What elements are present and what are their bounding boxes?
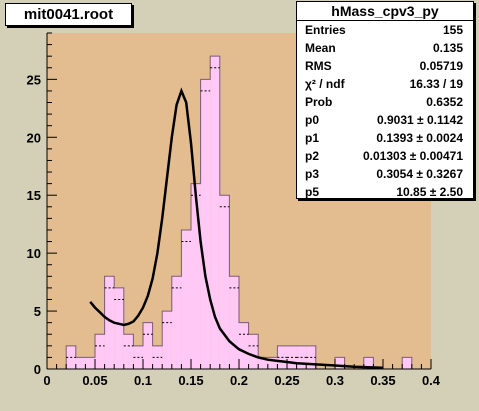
histogram-bar [75,357,86,369]
histogram-bar [114,287,124,369]
stats-row-label: Prob [305,95,333,109]
stats-row-value: 0.01303 ± 0.00471 [362,149,463,163]
histogram-bar [200,79,211,370]
stats-row-label: Mean [305,41,336,55]
file-title-box: mit0041.root [5,3,132,26]
histogram-bar [181,229,191,369]
x-tick-label: 0.3 [326,373,344,388]
stats-row-label: p3 [305,167,320,181]
histogram-bar [229,276,239,369]
histogram-bar [210,56,220,369]
x-tick-label: 0.15 [178,373,203,388]
stats-row-value: 0.6352 [426,95,463,109]
stats-title: hMass_cpv3_py [297,2,473,21]
y-tick-label: 5 [34,304,41,319]
stats-row-value: 0.3054 ± 0.3267 [376,167,463,181]
file-title: mit0041.root [23,6,114,23]
stats-row: p1 0.1393 ± 0.0024 [297,129,473,147]
stats-row: Mean 0.135 [297,39,473,57]
x-tick-label: 0.2 [230,373,248,388]
histogram-bar [363,357,374,369]
stats-row: RMS 0.05719 [297,57,473,75]
histogram-bar [171,276,182,369]
stats-rows: Entries 155 Mean 0.135 RMS 0.05719 χ² / ndf 16.… [297,21,473,201]
stats-row: p5 10.85 ± 2.50 [297,183,473,201]
stats-row-label: p0 [305,113,320,127]
stats-row-label: RMS [305,59,332,73]
stats-row-label: χ² / ndf [305,77,345,91]
x-tick-label: 0.05 [82,373,107,388]
x-tick-label: 0.1 [134,373,152,388]
stats-row-value: 0.135 [432,41,463,55]
stats-row-value: 16.33 / 19 [409,77,463,91]
y-tick-label: 20 [27,130,41,145]
stats-row: p0 0.9031 ± 0.1142 [297,111,473,129]
histogram-bar [191,183,201,369]
stats-row: Prob 0.6352 [297,93,473,111]
histogram-bar [258,357,268,369]
stats-row: Entries 155 [297,21,473,39]
stats-row: p3 0.3054 ± 0.3267 [297,165,473,183]
x-tick-label: 0.25 [274,373,299,388]
dashed-histogram-overlay [66,67,316,358]
histogram-bar [219,195,230,369]
stats-row: χ² / ndf 16.33 / 19 [297,75,473,93]
y-tick-label: 25 [27,72,41,87]
histogram-bar [85,357,95,369]
histogram-bar [267,357,278,369]
stats-row-value: 0.05719 [419,59,463,73]
histogram-bar [248,334,259,369]
stats-box: hMass_cpv3_py Entries 155 Mean 0.135 RMS 0.05… [296,1,474,199]
stats-row-label: Entries [305,23,346,37]
x-tick-label: 0.35 [370,373,395,388]
stats-row: p2 0.01303 ± 0.00471 [297,147,473,165]
fit-curve [89,87,384,370]
axes: 0 0.05 0.1 0.15 0.2 0.25 0.3 0.35 0.4 0 5 10 15 20 25 [27,32,441,388]
stats-row-value: 155 [442,23,463,37]
stats-row-value: 10.85 ± 2.50 [396,185,463,199]
y-tick-label: 10 [27,246,41,261]
x-tick-label: 0.4 [422,373,441,388]
histogram-bar [402,357,412,369]
histogram-bar [239,322,249,369]
y-tick-label: 0 [34,362,41,377]
stats-row-label: p1 [305,131,320,145]
x-tick-label: 0 [43,373,50,388]
histogram-bar [104,276,115,369]
histogram-bar [95,334,105,369]
histogram-bar [123,334,134,369]
histogram-bar [335,357,345,369]
stats-row-value: 0.9031 ± 0.1142 [377,113,463,127]
histogram-bar [162,311,172,369]
stats-row-value: 0.1393 ± 0.0024 [376,131,463,145]
histogram-bar [143,322,153,369]
stats-row-label: p2 [305,149,320,163]
stats-row-label: p5 [305,185,320,199]
dashed-histogram [66,67,316,358]
y-tick-label: 15 [27,188,41,203]
